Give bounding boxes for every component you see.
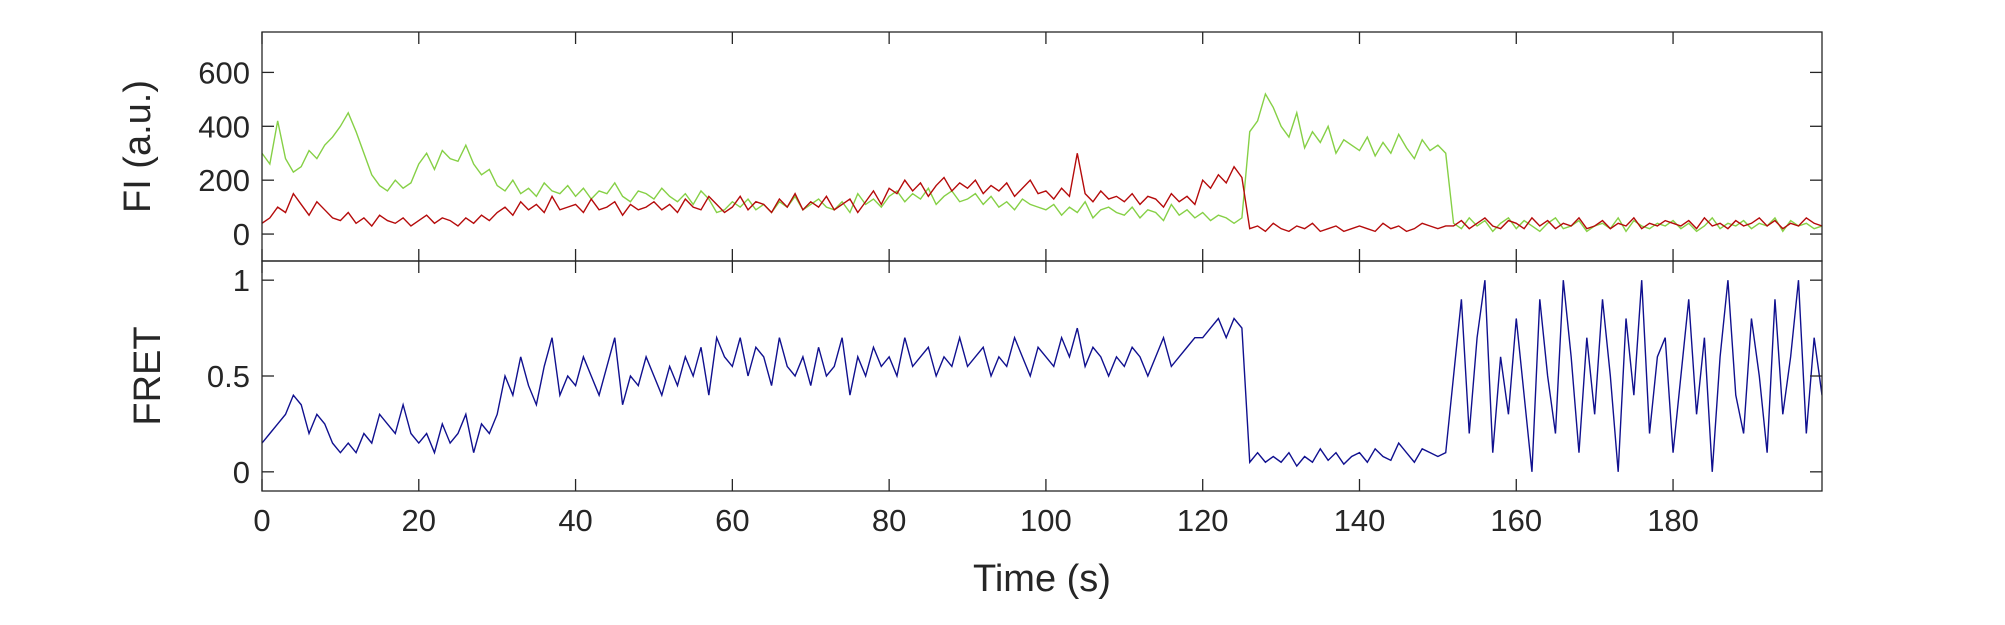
y-tick-label: 1 — [233, 263, 250, 298]
axes-box — [261, 31, 1823, 262]
x-tick-label: 100 — [1020, 503, 1072, 538]
x-tick-label: 60 — [715, 503, 749, 538]
x-axis-label: Time (s) — [973, 558, 1111, 600]
x-tick-label: 140 — [1334, 503, 1386, 538]
y-tick-label: 600 — [198, 55, 250, 90]
y-tick-label: 400 — [198, 109, 250, 144]
x-tick-label: 40 — [558, 503, 592, 538]
x-tick-label: 160 — [1490, 503, 1542, 538]
y-tick-label: 0 — [233, 217, 250, 252]
x-tick-label: 0 — [253, 503, 270, 538]
x-tick-label: 20 — [402, 503, 436, 538]
y-axis-label: FRET — [127, 326, 169, 425]
x-tick-label: 180 — [1647, 503, 1699, 538]
x-tick-label: 80 — [872, 503, 906, 538]
y-tick-label: 0.5 — [207, 359, 250, 394]
trace-line — [262, 280, 1822, 472]
x-tick-label: 120 — [1177, 503, 1229, 538]
y-axis-label: FI (a.u.) — [117, 80, 159, 213]
plot-area — [262, 280, 1822, 472]
y-tick-label: 0 — [233, 455, 250, 490]
axes-box — [261, 260, 1823, 492]
trace-line — [262, 92, 1822, 233]
plot-area — [262, 92, 1822, 233]
trace-line — [262, 153, 1822, 233]
y-tick-label: 200 — [198, 163, 250, 198]
